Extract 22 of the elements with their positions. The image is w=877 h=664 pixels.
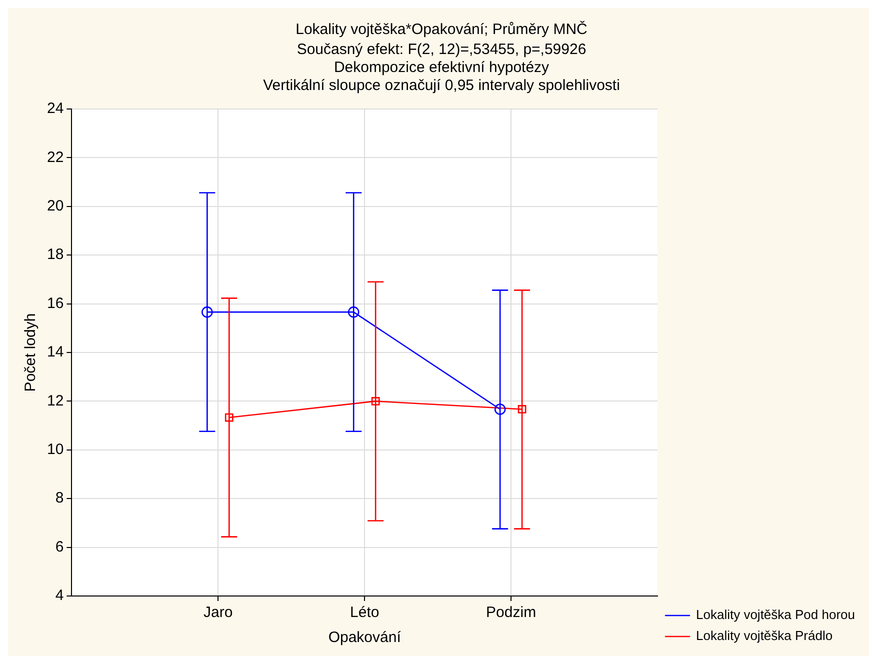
- y-tick-label: 4: [55, 587, 64, 604]
- text: Vertikální sloupce označují 0,95 intervaly spolehlivosti: [263, 77, 620, 94]
- chart-subtitle: Současný efekt: F(2, 12)=,53455, p=,59926: [296, 41, 586, 58]
- y-tick-label: 18: [46, 246, 64, 264]
- x-tick-label: Jaro: [204, 604, 233, 622]
- legend-label: Lokality vojtěška Pod horou: [696, 607, 855, 622]
- y-tick-label: 8: [55, 490, 64, 507]
- x-axis-title: Opakování: [328, 629, 402, 646]
- text: Dekompozice efektivní hypotézy: [334, 59, 550, 76]
- y-axis-title: Počet lodyh: [22, 313, 40, 392]
- y-tick-label: 12: [46, 392, 64, 410]
- y-tick-label: 14: [46, 344, 64, 361]
- legend-label: Lokality vojtěška Prádlo: [696, 628, 833, 644]
- y-tick-label: 10: [46, 441, 64, 458]
- y-tick-label: 22: [46, 148, 64, 166]
- y-tick-label: 24: [46, 100, 64, 118]
- y-tick-label: 6: [55, 538, 64, 556]
- chart-title: Lokality vojtěška*Opakování; Průměry MNČ: [296, 20, 588, 38]
- x-tick-label: Léto: [350, 604, 380, 622]
- y-tick-label: 16: [46, 294, 64, 312]
- y-tick-label: 20: [46, 198, 64, 215]
- x-tick-label: Podzim: [486, 604, 536, 622]
